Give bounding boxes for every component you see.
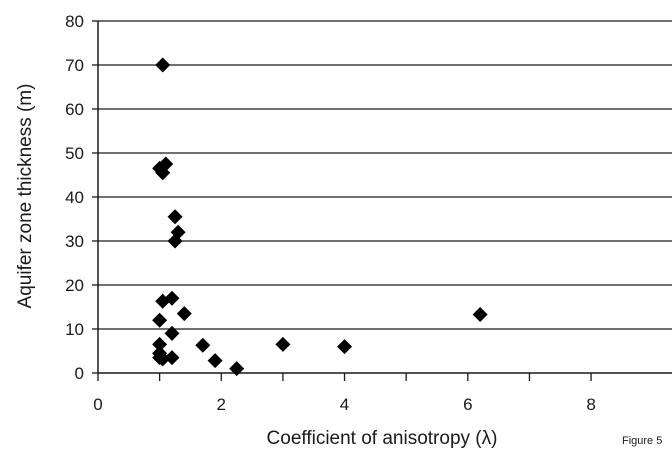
axis-layer [92, 20, 672, 381]
data-point [152, 312, 168, 328]
data-point [167, 209, 183, 225]
data-point [195, 337, 211, 353]
data-point [275, 336, 291, 352]
x-tick-label: 2 [217, 395, 226, 414]
y-tick-label: 0 [75, 364, 84, 383]
y-tick-label: 50 [65, 144, 84, 163]
data-point [229, 361, 245, 377]
x-tick-label: 4 [340, 395, 349, 414]
x-tick-label: 0 [93, 395, 102, 414]
data-point [155, 293, 171, 309]
data-point [472, 306, 488, 322]
y-axis-title: Aquifer zone thickness (m) [15, 84, 36, 309]
data-point [337, 339, 353, 355]
y-tick-label: 80 [65, 12, 84, 31]
y-tick-label: 20 [65, 276, 84, 295]
y-tick-label: 70 [65, 56, 84, 75]
y-tick-label: 60 [65, 100, 84, 119]
grid-layer [98, 20, 672, 330]
figure-label: Figure 5 [622, 435, 662, 447]
y-tick-label: 10 [65, 320, 84, 339]
x-tick-label: 6 [463, 395, 472, 414]
tick-label-layer: 0 10 20 30 40 50 60 70 80 0 2 4 6 8 [65, 12, 596, 414]
data-point [155, 165, 171, 181]
data-point [176, 306, 192, 322]
data-point [207, 353, 223, 369]
data-point [155, 351, 171, 367]
data-point [167, 233, 183, 249]
y-tick-label: 30 [65, 232, 84, 251]
data-point-layer [152, 57, 488, 377]
x-axis-title: Coefficient of anisotropy (λ) [267, 428, 498, 449]
data-point [164, 325, 180, 341]
data-point [155, 57, 171, 73]
data-point [152, 336, 168, 352]
data-point [164, 350, 180, 366]
y-tick-label: 40 [65, 188, 84, 207]
x-tick-label: 8 [586, 395, 595, 414]
